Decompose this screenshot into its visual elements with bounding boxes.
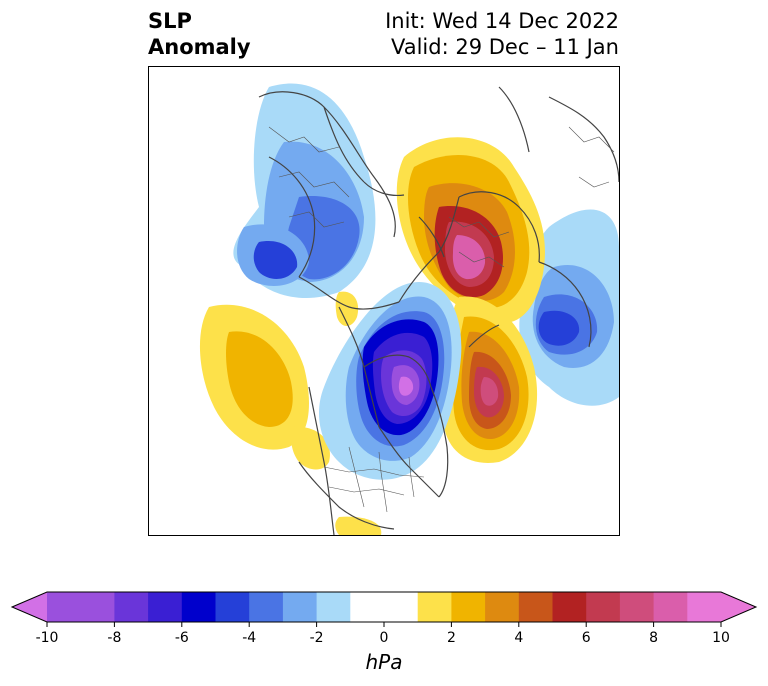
colorbar-bin-2 [114,592,149,622]
colorbar-tick-label: 10 [712,630,730,646]
colorbar-bin-16 [619,592,655,622]
colorbar-bin-11 [451,592,486,622]
slp-anomaly-map [149,83,619,535]
colorbar-bin-10 [417,592,452,622]
colorbar-tick-label: 6 [582,630,591,646]
title-line-2: Anomaly [148,35,251,59]
colorbar-tick-label: -10 [36,630,59,646]
colorbar-bin-5 [215,592,250,622]
colorbar-tick-label: -2 [310,630,324,646]
colorbar-tick-label: 4 [514,630,523,646]
colorbar-bin-17 [653,592,688,622]
low-siberia-contours [233,83,376,298]
colorbar-tick-label: -6 [175,630,189,646]
high-northeast-pacific-contours [199,291,382,535]
anomaly-fills [199,83,619,535]
chart-title: SLP Anomaly [148,8,251,60]
map-panel [148,66,620,536]
colorbar-bin-7 [282,592,318,622]
colorbar-extend-high [721,592,756,622]
colorbar-bins [10,591,758,623]
high-arctic-contours [396,137,545,323]
colorbar-bin-14 [552,592,587,622]
colorbar-bin-9 [350,592,419,622]
colorbar-tick-label: 2 [447,630,456,646]
colorbar-bin-3 [148,592,183,622]
valid-range: Valid: 29 Dec – 11 Jan [390,35,619,59]
colorbar-bin-13 [518,592,553,622]
map-edge-mask [149,287,155,317]
colorbar-tick-label: -4 [242,630,256,646]
coastlines [258,86,619,535]
colorbar-tick-label: -8 [107,630,121,646]
colorbar-bin-4 [181,592,216,622]
title-line-1: SLP [148,9,192,33]
colorbar-bin-18 [687,592,722,622]
colorbar-extend-low [12,592,47,622]
colorbar-bin-8 [316,592,351,622]
colorbar-bin-15 [586,592,621,622]
forecast-dates: Init: Wed 14 Dec 2022 Valid: 29 Dec – 11… [385,8,619,60]
colorbar-ticks: -10 -8 -6 -4 -2 0 2 4 6 8 10 [36,622,730,646]
colorbar-bin-6 [249,592,284,622]
high-north-atlantic-contours [442,296,538,463]
colorbar: -10 -8 -6 -4 -2 0 2 4 6 8 10 hPa [10,591,758,674]
colorbar-bin-12 [485,592,520,622]
colorbar-bin-0 [47,592,82,622]
colorbar-bin-1 [80,592,115,622]
colorbar-unit-label: hPa [366,650,403,674]
init-date: Init: Wed 14 Dec 2022 [385,9,619,33]
colorbar-tick-label: 0 [380,630,389,646]
political-borders [268,126,615,513]
colorbar-tick-label: 8 [649,630,658,646]
